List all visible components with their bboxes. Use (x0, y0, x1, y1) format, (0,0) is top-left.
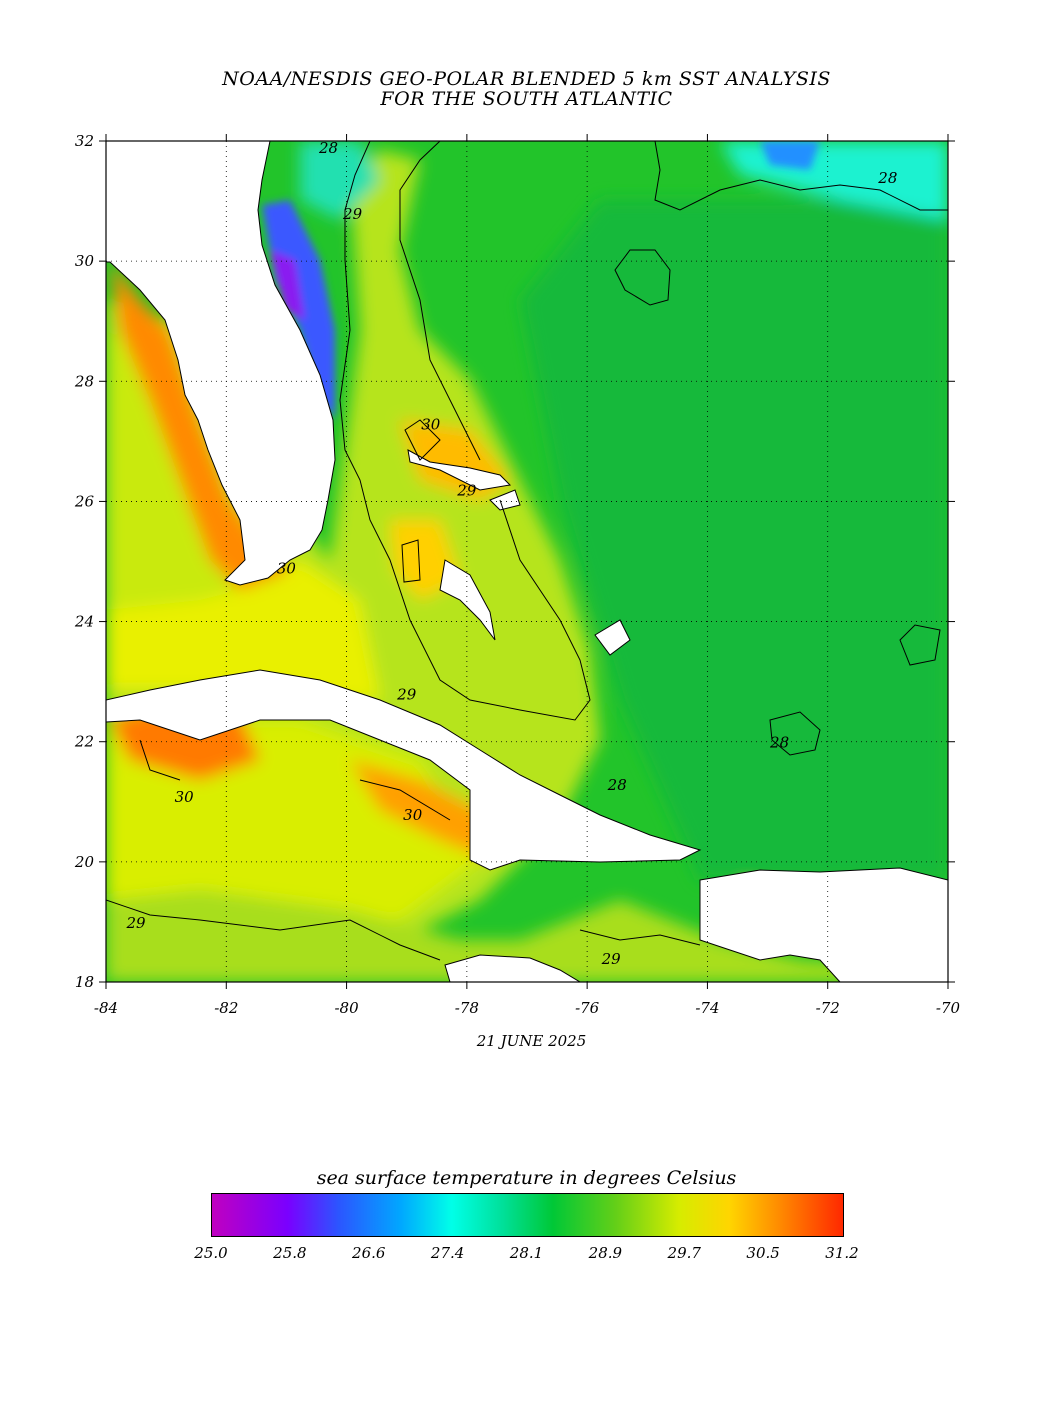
y-tick-label: 22 (74, 733, 94, 751)
contour-label: 30 (277, 560, 297, 578)
graticule (106, 141, 948, 982)
isotherm-contours (106, 141, 948, 961)
contour-label: 30 (421, 415, 441, 433)
contour-label: 29 (342, 205, 363, 223)
colorbar-tick-label: 31.2 (825, 1244, 859, 1262)
x-tick-label: -80 (334, 999, 359, 1017)
map-title-line1: NOAA/NESDIS GEO-POLAR BLENDED 5 km SST A… (222, 68, 831, 90)
y-tick-label: 30 (75, 252, 95, 270)
colorbar-tick-label: 26.6 (352, 1244, 386, 1262)
y-tick-label: 18 (75, 973, 94, 991)
contour-label: 29 (396, 686, 417, 704)
land-masses (106, 141, 948, 982)
y-tick-label: 32 (75, 132, 94, 150)
colorbar-tick-label: 30.5 (746, 1244, 780, 1262)
colorbar (211, 1193, 844, 1237)
contour-label: 28 (607, 776, 627, 794)
sst-field: 28 28 29 30 29 30 29 28 30 28 30 29 29 (106, 139, 948, 982)
y-tick-label: 24 (74, 613, 94, 631)
contour-label: 30 (175, 788, 195, 806)
y-tick-label: 20 (74, 853, 95, 871)
contour-label: 29 (601, 950, 622, 968)
colorbar-tick-label: 25.0 (194, 1244, 228, 1262)
contour-label: 28 (877, 169, 897, 187)
contour-label: 29 (126, 914, 147, 932)
contour-label: 28 (318, 139, 338, 157)
colorbar-tick-label: 25.8 (273, 1244, 307, 1262)
contour-labels: 28 28 29 30 29 30 29 28 30 28 30 29 29 (126, 139, 898, 968)
colorbar-title: sea surface temperature in degrees Celsi… (316, 1167, 737, 1189)
colorbar-tick-label: 28.9 (588, 1244, 623, 1262)
contour-label: 29 (456, 481, 477, 499)
x-tick-label: -82 (214, 999, 238, 1017)
y-tick-label: 26 (74, 492, 95, 510)
analysis-date: 21 JUNE 2025 (476, 1032, 587, 1050)
x-tick-label: -74 (695, 999, 719, 1017)
colorbar-tick-label: 27.4 (430, 1244, 465, 1262)
colorbar-tick-label: 29.7 (667, 1244, 701, 1262)
axis-tick-labels: -84 -82 -80 -78 -76 -74 -72 -70 32 30 28 26 24 22 20 18 (74, 132, 961, 1017)
x-tick-label: -78 (455, 999, 479, 1017)
x-tick-label: -72 (816, 999, 840, 1017)
y-tick-label: 28 (74, 372, 94, 390)
colorbar-tick-label: 28.1 (509, 1244, 544, 1262)
x-tick-label: -70 (936, 999, 961, 1017)
contour-label: 28 (769, 734, 789, 752)
axis-ticks (99, 134, 955, 989)
x-tick-label: -76 (575, 999, 600, 1017)
plot-frame (105, 140, 949, 983)
contour-label: 30 (403, 806, 423, 824)
map-title-line2: FOR THE SOUTH ATLANTIC (380, 88, 673, 110)
x-tick-label: -84 (94, 999, 118, 1017)
